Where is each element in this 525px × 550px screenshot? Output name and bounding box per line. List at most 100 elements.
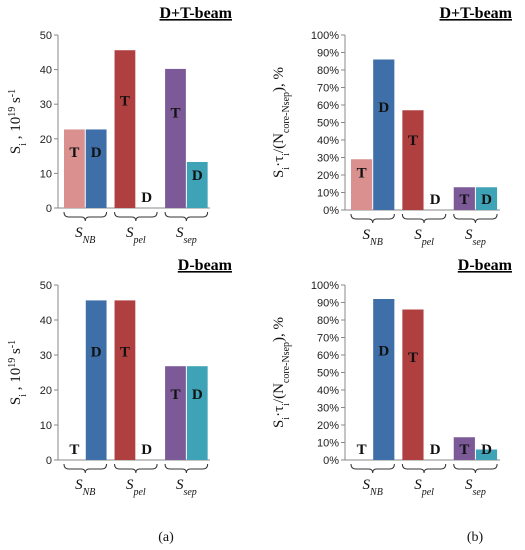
category-label: Ssep xyxy=(465,477,486,498)
bar-s_nb-d xyxy=(85,129,107,208)
y-tick-label: 0 xyxy=(46,455,52,467)
y-tick-label: 20 xyxy=(40,385,52,397)
bar-label: D xyxy=(378,343,389,359)
y-tick-label: 50 xyxy=(40,30,52,42)
bar-s_sep-d xyxy=(186,161,208,208)
bar-label: D xyxy=(141,190,152,206)
bar-label: D xyxy=(192,168,203,184)
bar-label: T xyxy=(170,387,180,403)
chart-title: D-beam xyxy=(458,257,513,274)
y-tick-label: 10 xyxy=(40,168,52,180)
y-tick-label: 50% xyxy=(317,368,339,380)
bar-s_sep-t xyxy=(165,366,186,460)
panel-label-b: (b) xyxy=(467,530,484,545)
bar-label: D xyxy=(378,100,389,116)
y-tick-label: 60% xyxy=(317,100,339,112)
y-tick-label: 0% xyxy=(323,455,339,467)
bar-label: T xyxy=(69,145,79,161)
bar-label: D xyxy=(192,387,203,403)
category-brace xyxy=(453,463,498,474)
y-tick-label: 70% xyxy=(317,83,339,95)
bar-s_pel-t xyxy=(402,309,424,460)
bar-s_sep-t xyxy=(453,187,475,210)
y-tick-label: 60% xyxy=(317,350,339,362)
y-tick-label: 90% xyxy=(317,298,339,310)
y-tick-label: 20% xyxy=(317,420,339,432)
bar-label: T xyxy=(170,106,180,122)
y-tick-label: 20% xyxy=(317,170,339,182)
category-label: SNB xyxy=(363,227,383,248)
bar-s_sep-t xyxy=(165,68,186,209)
bar-label: D xyxy=(481,192,492,208)
category-label: SNB xyxy=(363,477,383,498)
y-tick-label: 10 xyxy=(40,420,52,432)
bar-s_sep-d xyxy=(186,366,208,460)
chart-title: D+T-beam xyxy=(159,5,232,22)
bar-label: T xyxy=(357,165,367,181)
category-label: Spel xyxy=(414,227,434,248)
category-brace xyxy=(453,213,498,224)
bar-s_pel-t xyxy=(114,50,136,208)
category-label: Ssep xyxy=(176,477,197,498)
panel-label-a: (a) xyxy=(158,530,174,545)
bar-label: T xyxy=(120,93,130,109)
y-tick-label: 20 xyxy=(40,134,52,146)
category-brace xyxy=(350,463,395,474)
bar-label: D xyxy=(481,442,492,458)
category-brace xyxy=(63,463,108,474)
y-tick-label: 10% xyxy=(317,438,339,450)
category-label: Ssep xyxy=(176,225,197,246)
y-tick-label: 80% xyxy=(317,315,339,327)
y-tick-label: 100% xyxy=(311,280,339,292)
bar-s_sep-d xyxy=(475,449,498,460)
chart-title: D-beam xyxy=(178,257,233,274)
y-tick-label: 50 xyxy=(40,280,52,292)
bar-label: T xyxy=(459,192,469,208)
y-tick-label: 30% xyxy=(317,403,339,415)
chart-panel-2: D+T-beam 0% 10% 20% 30% 40% 50% 60% 70% 80% 90% 100… xyxy=(271,5,513,248)
y-tick-label: 0% xyxy=(323,205,339,217)
bar-s_nb-d xyxy=(373,59,395,210)
bar-s_nb-t xyxy=(64,129,85,208)
category-label: SNB xyxy=(75,225,95,246)
y-tick-label: 100% xyxy=(311,30,339,42)
bar-label: D xyxy=(430,192,441,208)
y-tick-label: 90% xyxy=(317,48,339,60)
y-tick-label: 40% xyxy=(317,385,339,397)
category-brace xyxy=(114,211,158,222)
bar-label: D xyxy=(91,344,102,360)
category-brace xyxy=(401,463,447,474)
bar-label: T xyxy=(120,344,130,360)
y-tick-label: 80% xyxy=(317,65,339,77)
y-axis-label: Si·τi/(Ncore-Nsep), % xyxy=(271,67,292,178)
y-tick-label: 10% xyxy=(317,188,339,200)
chart-panel-4: D-beam 0% 10% 20% 30% 40% 50% 60% 70% 80% 90% 100% S… xyxy=(271,257,513,498)
bar-label: T xyxy=(357,442,367,458)
bar-label: T xyxy=(408,350,418,366)
y-tick-label: 30 xyxy=(40,99,52,111)
bar-s_pel-t xyxy=(402,110,424,210)
bar-s_nb-d xyxy=(373,299,395,460)
bar-label: T xyxy=(69,442,79,458)
y-tick-label: 40 xyxy=(40,315,52,327)
y-axis-label: Si , 1019 s-1 xyxy=(7,89,29,154)
y-axis-label: Si·τi/(Ncore-Nsep), % xyxy=(271,317,292,428)
category-label: Spel xyxy=(126,477,146,498)
category-brace xyxy=(164,211,209,222)
bar-label: D xyxy=(430,442,441,458)
bar-label: T xyxy=(459,442,469,458)
bar-s_nb-t xyxy=(351,159,373,210)
category-label: Spel xyxy=(126,225,146,246)
y-tick-label: 30 xyxy=(40,350,52,362)
y-tick-label: 50% xyxy=(317,118,339,130)
bar-label: T xyxy=(408,133,418,149)
category-brace xyxy=(350,213,395,224)
y-tick-label: 0 xyxy=(46,203,52,215)
category-label: Spel xyxy=(414,477,434,498)
category-label: SNB xyxy=(75,477,95,498)
y-tick-label: 70% xyxy=(317,333,339,345)
category-brace xyxy=(401,213,447,224)
